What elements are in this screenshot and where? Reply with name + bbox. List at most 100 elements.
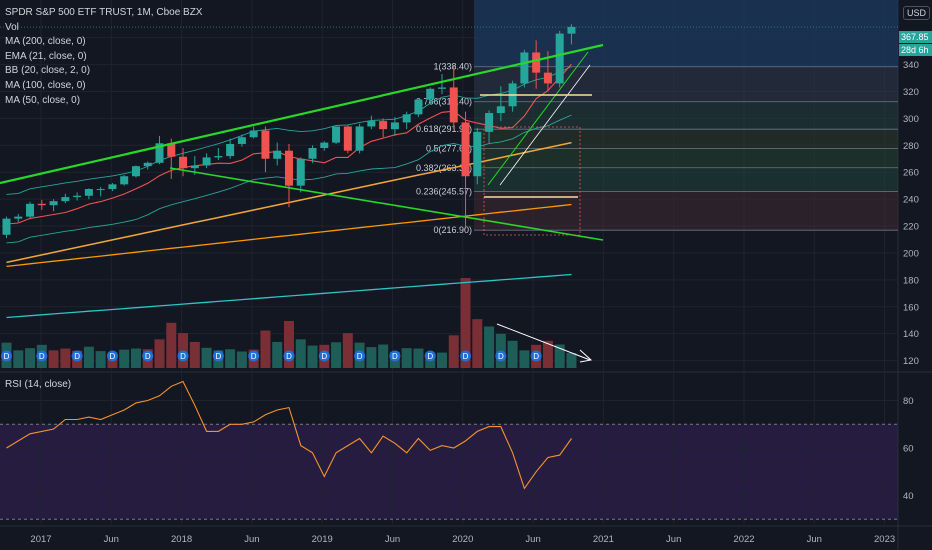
candle-body — [190, 165, 199, 169]
dividend-marker-label: D — [357, 352, 363, 361]
volume-bar — [542, 340, 553, 368]
dividend-marker-label: D — [427, 352, 433, 361]
price-tick-label: 280 — [903, 141, 919, 152]
candle-body — [367, 121, 376, 127]
time-tick-label: Jun — [244, 534, 259, 545]
candle-body — [355, 126, 364, 151]
dividend-marker-label: D — [392, 352, 398, 361]
price-tick-label: 140 — [903, 329, 919, 340]
rsi-tick-label: 60 — [903, 444, 914, 455]
price-tick-label: 160 — [903, 302, 919, 313]
candle-body — [449, 87, 458, 123]
rsi-line — [6, 380, 572, 490]
fib-level-label: 0.786(312.40) — [416, 97, 472, 107]
time-tick-label: 2019 — [312, 534, 333, 545]
candle-body — [131, 166, 140, 177]
candle-body — [555, 33, 564, 84]
volume-bar — [554, 344, 565, 368]
support-line-steep — [487, 51, 589, 186]
dividend-marker — [318, 350, 330, 362]
legend-title[interactable]: SPDR S&P 500 ETF TRUST, 1M, Cboe BZX — [5, 7, 203, 18]
candle-body — [2, 218, 11, 235]
candle-body — [14, 216, 23, 219]
dividend-marker — [248, 350, 260, 362]
upper-trendline — [0, 43, 604, 185]
legend-indicator-ema21[interactable]: EMA (21, close, 0) — [5, 50, 87, 62]
rsi-pane-label[interactable]: RSI (14, close) — [5, 379, 72, 390]
volume-bar — [366, 347, 377, 368]
candle-body — [308, 148, 317, 159]
ma200-line — [6, 273, 572, 319]
volume-bar — [378, 344, 389, 368]
candle-body — [284, 150, 293, 186]
dividend-marker-label: D — [533, 352, 539, 361]
legend-indicator-ma200[interactable]: MA (200, close, 0) — [5, 36, 86, 48]
price-tick-label: 320 — [903, 87, 919, 98]
volume-bar — [331, 342, 342, 368]
volume-bar — [236, 351, 247, 368]
legend-indicator-bb[interactable]: BB (20, close, 2, 0) — [5, 65, 91, 77]
price-tick-label: 240 — [903, 195, 919, 206]
fib-zone — [474, 191, 898, 231]
fib-level-label: 0.618(291.99) — [416, 124, 472, 134]
fib-zone — [474, 66, 898, 102]
ma100-line — [6, 203, 572, 268]
volume-bar — [472, 319, 483, 368]
legend-indicator-ma100[interactable]: MA (100, close, 0) — [5, 79, 86, 91]
legend-indicator-ma50[interactable]: MA (50, close, 0) — [5, 94, 81, 106]
volume-bar — [60, 348, 71, 368]
dividend-marker — [177, 350, 189, 362]
dividend-marker — [1, 350, 12, 362]
fib-level-label: 0.236(245.57) — [416, 187, 472, 197]
candle-body — [249, 130, 258, 138]
volume-bar — [260, 330, 271, 368]
candle-body — [26, 203, 35, 217]
currency-button[interactable]: USD — [903, 6, 931, 20]
price-tick-label: 180 — [903, 275, 919, 286]
time-tick-label: Jun — [807, 534, 822, 545]
dividend-marker — [389, 350, 401, 362]
price-tick-label: 260 — [903, 168, 919, 179]
dividend-marker — [71, 350, 83, 362]
volume-bar — [48, 350, 59, 368]
price-tick-label: 300 — [903, 114, 919, 125]
time-tick-label: 2021 — [593, 534, 614, 545]
volume-bar — [25, 348, 36, 368]
rsi-band — [0, 424, 898, 520]
candle-body — [261, 130, 270, 159]
volume-bar — [460, 278, 471, 368]
candle-body — [379, 121, 388, 130]
candle-body — [49, 201, 58, 206]
candle-body — [96, 189, 105, 191]
volume-trend-arrowhead — [579, 349, 593, 363]
price-tick-label: 220 — [903, 222, 919, 233]
dividend-marker — [424, 350, 436, 362]
volume-bar — [413, 348, 424, 368]
dividend-marker-label: D — [215, 352, 221, 361]
volume-bar — [484, 326, 495, 368]
candle-body — [543, 72, 552, 84]
dividend-marker-label: D — [4, 352, 10, 361]
candle-body — [37, 203, 46, 206]
candle-body — [332, 126, 341, 143]
volume-bar — [295, 339, 306, 368]
fib-zone — [474, 101, 898, 130]
volume-bar — [225, 349, 236, 368]
legend-indicator-vol[interactable]: Vol — [5, 21, 19, 33]
price-tick-label: 340 — [903, 60, 919, 71]
dividend-marker-label: D — [180, 352, 186, 361]
volume-bar — [342, 333, 353, 368]
fib-zone — [474, 148, 898, 168]
volume-bar — [307, 345, 318, 368]
candle-body — [437, 87, 446, 89]
fib-zone — [474, 129, 898, 149]
time-tick-label: Jun — [666, 534, 681, 545]
volume-bar — [130, 348, 141, 368]
volume-bar — [519, 350, 530, 368]
dividend-marker-label: D — [251, 352, 257, 361]
time-tick-label: Jun — [104, 534, 119, 545]
time-tick-label: 2020 — [452, 534, 473, 545]
time-tick-label: 2017 — [30, 534, 51, 545]
candle-body — [273, 150, 282, 159]
candle-body — [473, 131, 482, 177]
